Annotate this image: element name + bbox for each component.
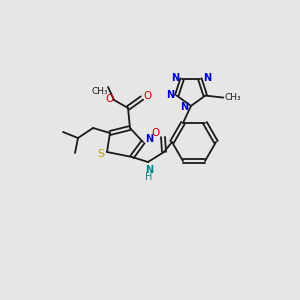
Text: CH₃: CH₃ [225, 93, 242, 102]
Text: N: N [145, 165, 153, 175]
Text: S: S [98, 149, 105, 159]
Text: N: N [180, 102, 188, 112]
Text: CH₃: CH₃ [92, 88, 108, 97]
Text: H: H [145, 172, 153, 182]
Text: O: O [143, 91, 151, 101]
Text: O: O [105, 94, 113, 104]
Text: N: N [171, 73, 179, 83]
Text: N: N [145, 134, 153, 144]
Text: N: N [203, 73, 211, 83]
Text: O: O [152, 128, 160, 138]
Text: N: N [166, 90, 174, 100]
